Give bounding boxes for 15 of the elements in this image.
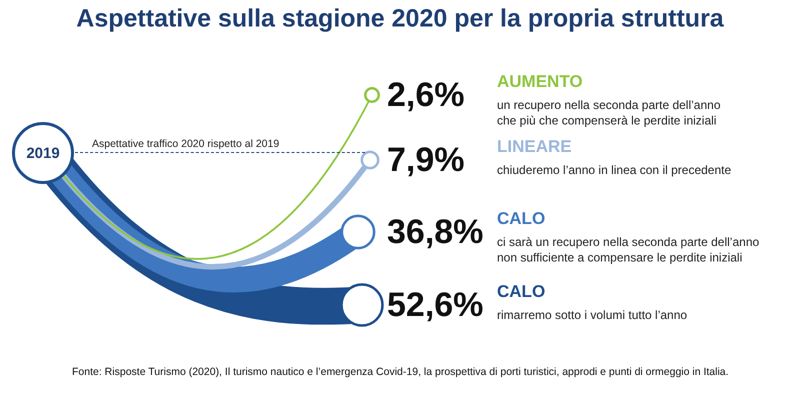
- text: Aspettative sulla stagione 2020 per la propria struttura: [76, 4, 725, 33]
- source-note: Fonte: Risposte Turismo (2020), Il turismo nautico e l’emergenza Covid-19, la prospettiva di porti turistici, approdi e punti di ormeggio in Italia.: [72, 366, 729, 378]
- text: rimarremo sotto i volumi tutto l’anno: [497, 308, 688, 322]
- category-label: AUMENTO: [497, 72, 583, 91]
- data-label: 2,6%: [387, 76, 464, 114]
- data-label: 7,9%: [387, 141, 464, 179]
- category-label: CALO: [497, 209, 546, 228]
- text: Aspettative traffico 2020 rispetto al 2019: [92, 138, 280, 150]
- data-label: 36,8%: [387, 213, 484, 251]
- category-label: LINEARE: [497, 137, 572, 156]
- text: un recupero nella seconda parte dell’anno che più che compenserà le perdite iniziali: [497, 98, 721, 128]
- data-label: 52,6%: [387, 286, 484, 324]
- category-label: CALO: [497, 282, 546, 301]
- text: chiuderemo l’anno in linea con il precedente: [497, 163, 732, 177]
- text: ci sarà un recupero nella seconda parte dell’anno non sufficiente a compensare le perdite iniziali: [497, 235, 760, 265]
